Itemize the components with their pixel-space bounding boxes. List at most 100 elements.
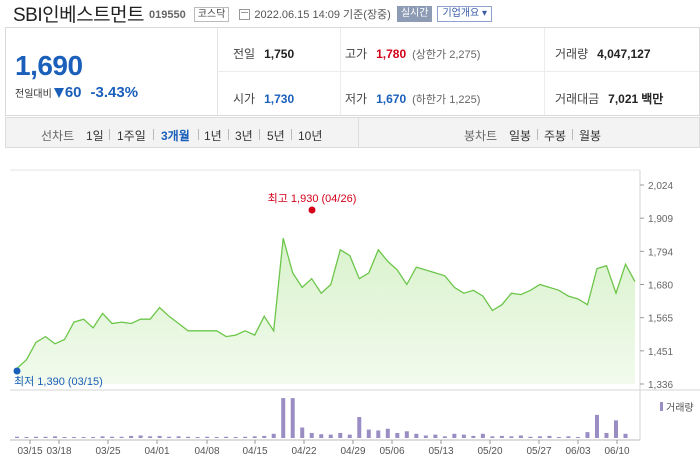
x-tick-label: 06/10 (604, 446, 629, 457)
candle-chart-label: 봉차트 (464, 129, 498, 143)
prev-close-label: 전일 (233, 47, 256, 61)
volume-bar (91, 437, 96, 438)
y-tick-label: 1,451 (648, 347, 673, 358)
tab-separator (572, 129, 573, 140)
y-tick-label: 1,565 (648, 314, 673, 325)
tab-1day[interactable]: 1일 (86, 129, 104, 143)
volume-bar (129, 435, 134, 438)
amount-value: 7,021 (608, 92, 639, 106)
realtime-button[interactable]: 실시간 (396, 6, 433, 22)
low-value: 1,670 (376, 92, 407, 106)
x-tick-label: 03/25 (95, 446, 120, 457)
x-tick-label: 04/22 (291, 446, 316, 457)
volume-bar (271, 433, 276, 438)
tab-daily-candle[interactable]: 일봉 (509, 129, 532, 143)
tab-1week[interactable]: 1주일 (117, 129, 146, 143)
price-area (17, 238, 635, 384)
tab-separator (537, 129, 538, 140)
x-tick-label: 03/15 (17, 446, 42, 457)
volume-bar (233, 437, 238, 438)
line-chart-label: 선차트 (41, 129, 75, 143)
volume-bar (176, 436, 181, 438)
tab-separator (198, 129, 199, 140)
volume-bar (518, 435, 523, 438)
volume-bar (547, 435, 552, 438)
tab-separator (228, 129, 229, 140)
upper-limit: (상한가 2,275) (412, 49, 481, 61)
volume-bar (72, 437, 77, 438)
change-row: 전일대비 60 -3.43% (15, 84, 138, 101)
volume-bar (119, 436, 124, 438)
quote-timestamp: 2022.06.15 14:09 기준(장중) (254, 9, 391, 21)
tab-monthly-candle[interactable]: 월봉 (579, 129, 602, 143)
volume-bar (195, 437, 200, 438)
volume-bar (585, 432, 590, 438)
tab-group-divider (358, 118, 359, 147)
x-tick-label: 04/29 (340, 446, 365, 457)
column-divider (340, 28, 341, 115)
stock-name: SBI인베스트먼트 (13, 4, 145, 26)
lower-limit: (하한가 1,225) (412, 94, 481, 106)
volume-bar (43, 436, 48, 438)
volume-bar (604, 432, 609, 438)
tab-separator (259, 129, 260, 140)
high-label: 고가 (345, 47, 368, 61)
market-badge: 코스닥 (193, 6, 230, 22)
volume-bar (376, 430, 381, 438)
volume-bar (224, 436, 229, 438)
volume-bar (395, 432, 400, 438)
volume-bar (623, 433, 628, 438)
volume-label: 거래량 (555, 47, 589, 61)
volume-bar (34, 436, 39, 438)
high-value: 1,780 (376, 47, 407, 61)
company-overview-dropdown[interactable]: 기업개요 ▾ (437, 6, 493, 22)
chart-period-bar: 선차트 1일 1주일 3개월 1년 3년 5년 10년 봉차트 일봉 주봉 월봉 (5, 117, 700, 148)
tab-3year[interactable]: 3년 (235, 129, 253, 143)
stock-header: SBI인베스트먼트 019550 코스닥 2022.06.15 14:09 기준… (0, 0, 700, 26)
tab-5year[interactable]: 5년 (267, 129, 285, 143)
volume-bar (262, 435, 267, 438)
x-tick-label: 03/18 (46, 446, 71, 457)
volume-bar (347, 434, 352, 438)
volume-bar (433, 434, 438, 438)
max-price-annotation: 최고 1,930 (04/26) (268, 192, 357, 205)
tab-3month[interactable]: 3개월 (161, 129, 190, 143)
volume-bar (186, 436, 191, 438)
volume-bar (414, 433, 419, 438)
open-label: 시가 (233, 92, 256, 106)
x-tick-label: 04/01 (144, 446, 169, 457)
volume-bar (566, 436, 571, 438)
y-tick-label: 1,909 (648, 214, 673, 225)
volume-bar (205, 436, 210, 438)
amount-unit: 백만 (641, 92, 664, 106)
volume-bar (81, 437, 86, 438)
y-tick-label: 2,024 (648, 181, 673, 192)
change-label: 전일대비 (15, 89, 52, 100)
volume-bar (15, 436, 19, 438)
volume-cell: 거래량 4,047,127 (555, 45, 651, 62)
volume-bar (452, 433, 457, 438)
volume-bar (157, 435, 162, 438)
x-tick-label: 05/27 (526, 446, 551, 457)
tab-separator (109, 129, 110, 140)
calendar-icon (239, 8, 251, 20)
volume-bar (138, 435, 143, 438)
tab-1year[interactable]: 1년 (204, 129, 222, 143)
row-divider (218, 71, 699, 72)
volume-bar (338, 432, 343, 438)
price-line (16, 238, 636, 369)
prev-close-value: 1,750 (264, 47, 295, 61)
volume-bar (309, 432, 314, 438)
stock-code: 019550 (149, 9, 186, 21)
change-percent: -3.43% (90, 84, 139, 101)
volume-bar (281, 398, 286, 438)
price-chart[interactable]: 2,024 1,909 1,794 1,680 1,565 1,451 1,336 최고 1,… (0, 150, 700, 467)
volume-bar (385, 428, 390, 438)
volume-bar (214, 437, 219, 438)
tab-weekly-candle[interactable]: 주봉 (544, 129, 567, 143)
amount-label: 거래대금 (555, 92, 600, 106)
x-tick-label: 05/06 (379, 446, 404, 457)
x-tick-label: 06/03 (565, 446, 590, 457)
tab-10year[interactable]: 10년 (298, 129, 323, 143)
volume-bar (328, 434, 333, 438)
